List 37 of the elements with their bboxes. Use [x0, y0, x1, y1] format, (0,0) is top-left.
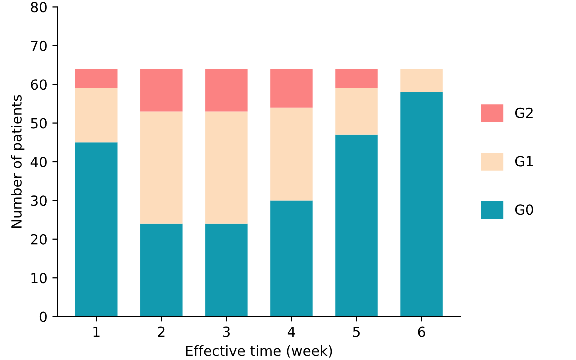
- y-tick-label: 40: [30, 156, 47, 168]
- y-tick-label: 20: [31, 234, 47, 245]
- x-tick-label: 2: [158, 326, 165, 338]
- y-tick-label: 10: [32, 273, 47, 284]
- bar: [75, 88, 118, 143]
- x-tick-label: 4: [288, 326, 296, 338]
- y-tick-label: 0: [40, 312, 47, 322]
- bar: [336, 134, 378, 317]
- y-tick-label: 50: [31, 118, 47, 129]
- bar: [75, 142, 118, 317]
- x-tick-label: 5: [353, 326, 360, 338]
- x-tick-label: 3: [223, 326, 230, 338]
- x-tick-label: 1: [94, 326, 100, 338]
- bar: [400, 92, 443, 317]
- legend-label: G0: [515, 204, 534, 216]
- y-tick-label: 30: [31, 196, 47, 206]
- bar: [206, 224, 248, 317]
- x-axis-title: Effective time (week): [186, 346, 332, 358]
- legend-label: G1: [515, 156, 534, 167]
- bar: [140, 112, 183, 224]
- legend-label: G2: [515, 108, 533, 118]
- bar: [206, 112, 248, 224]
- bar: [206, 69, 248, 112]
- y-axis-title: Number of patients: [11, 95, 25, 228]
- bar: [140, 224, 183, 317]
- y-tick-label: 60: [31, 80, 47, 90]
- bar: [270, 200, 313, 317]
- bar: [75, 69, 118, 88]
- bar: [336, 88, 378, 135]
- x-tick-label: 6: [418, 326, 426, 338]
- bar: [140, 69, 183, 112]
- bar: [270, 108, 313, 201]
- bar: [336, 69, 378, 88]
- bar: [270, 69, 313, 108]
- bar: [400, 69, 443, 92]
- y-tick-label: 80: [31, 2, 47, 13]
- y-tick-label: 70: [31, 40, 47, 52]
